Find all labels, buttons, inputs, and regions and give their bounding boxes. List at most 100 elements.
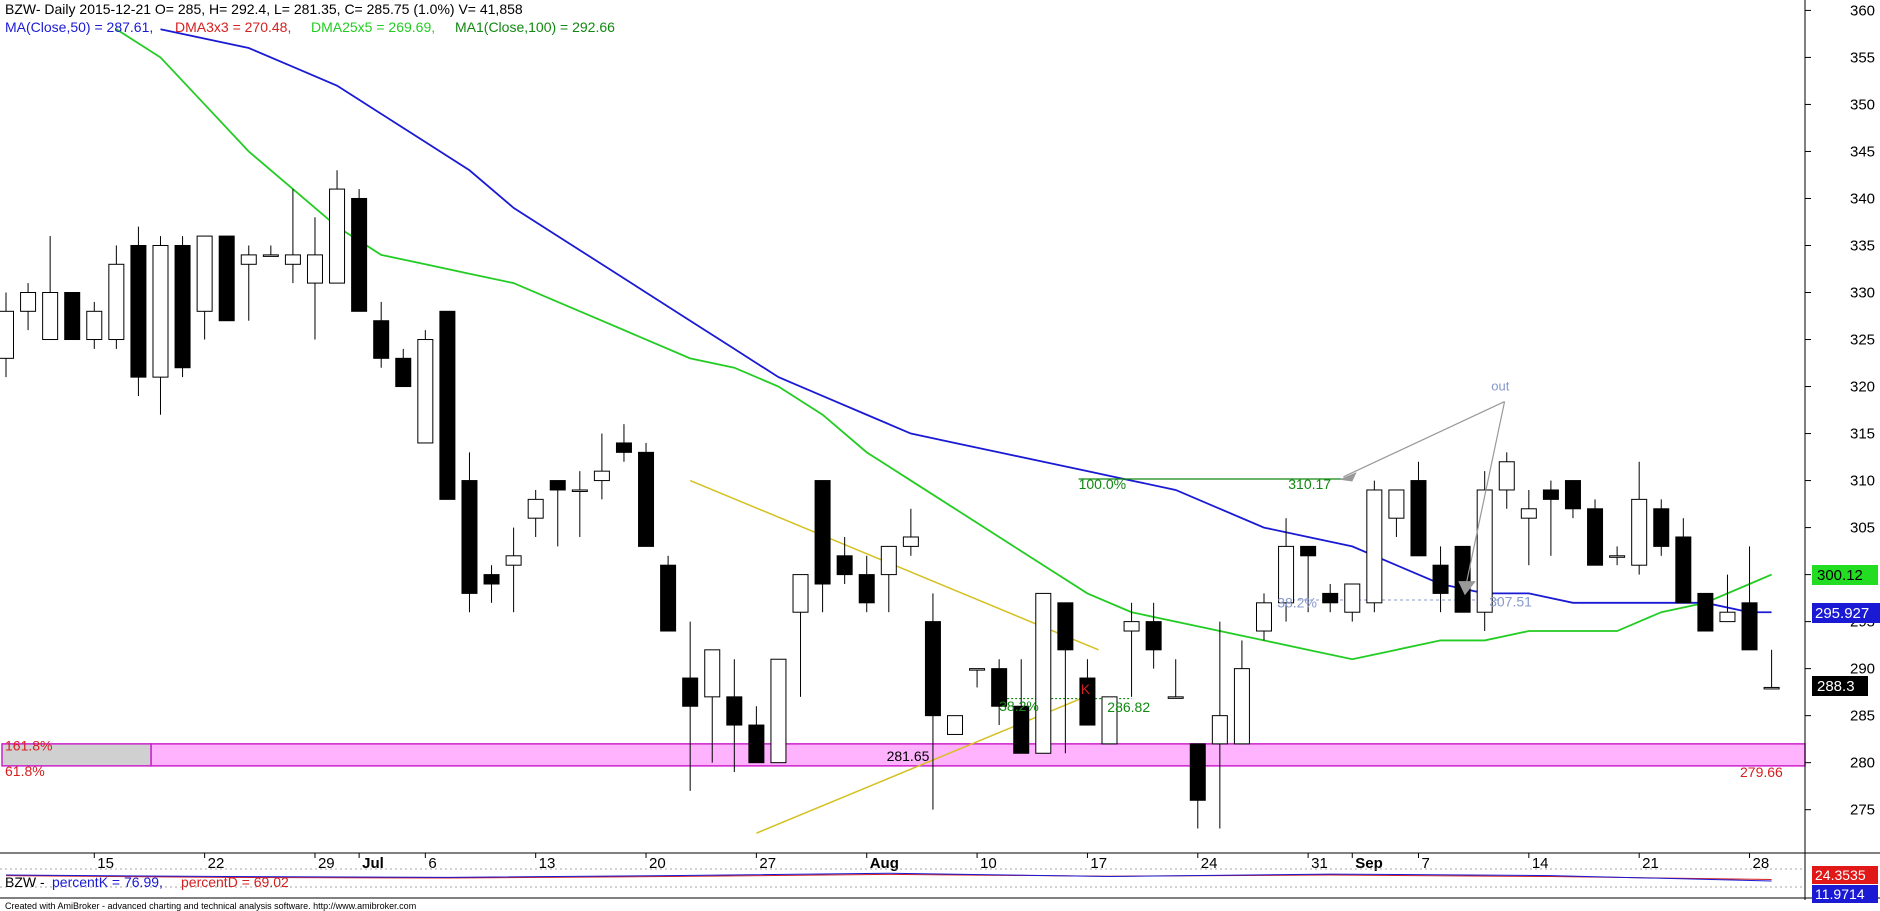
- candle-body: [130, 244, 147, 378]
- x-tick-label: 24: [1201, 855, 1218, 872]
- y-tick-label: 350: [1850, 96, 1875, 113]
- annotation-layer: 100.0% 310.17 38.2% 307.51 38.2% 286.82 K 281.6…: [887, 378, 1533, 763]
- fib-618-label: 61.8%: [5, 763, 45, 779]
- x-tick-label: 10: [980, 855, 997, 872]
- candle-body: [571, 489, 588, 492]
- candle-body: [1322, 592, 1339, 604]
- candle-body: [20, 292, 37, 312]
- fib-382-low-label: 38.2%: [999, 698, 1039, 714]
- candle-body: [1741, 602, 1758, 651]
- candle-body: [726, 696, 743, 726]
- support-trendline: [756, 696, 1086, 834]
- x-tick-label: 21: [1642, 855, 1659, 872]
- candle-body: [1255, 602, 1272, 632]
- candle-body: [1542, 489, 1559, 500]
- oscillator-top-tag-bg: [1812, 866, 1878, 884]
- y-tick-label: 355: [1850, 49, 1875, 66]
- moving-average-layer: [115, 28, 1772, 661]
- candle-body: [108, 263, 125, 341]
- y-tick-label: 310: [1850, 473, 1875, 490]
- candle-body: [1719, 611, 1736, 623]
- candle-body: [505, 555, 522, 566]
- candle-body: [1520, 508, 1537, 519]
- candle-body: [947, 715, 964, 735]
- candle-body: [1300, 545, 1317, 557]
- candle-body: [351, 197, 368, 312]
- candle-body: [306, 254, 323, 284]
- candle-body: [152, 244, 169, 378]
- level-281-label: 281.65: [887, 748, 930, 764]
- candle-body: [1013, 705, 1030, 754]
- candle-body: [1057, 602, 1074, 651]
- fib-extension-box: [1, 743, 152, 767]
- candle-body: [924, 621, 941, 717]
- ma100-legend: MA1(Close,100) = 292.66: [455, 19, 615, 35]
- percentk-legend: percentK = 76.99,: [52, 874, 163, 890]
- k-marker-label: K: [1081, 681, 1091, 697]
- footer-credit: Created with AmiBroker - advanced charti…: [5, 901, 416, 911]
- level-310-label: 310.17: [1288, 476, 1331, 492]
- close-price-tag: 288.3: [1817, 678, 1855, 695]
- out-arrow-left-line: [1343, 401, 1505, 478]
- candle-body: [1498, 461, 1515, 491]
- level-286-label: 286.82: [1107, 699, 1150, 715]
- ma50-legend: MA(Close,50) = 287.61,: [5, 19, 153, 35]
- candle-body: [329, 188, 346, 284]
- candle-body: [593, 470, 610, 482]
- level-279-label: 279.66: [1740, 764, 1783, 780]
- candle-body: [1366, 489, 1383, 604]
- ma50-price-tag: 295.927: [1815, 605, 1869, 622]
- candle-body: [858, 574, 875, 604]
- candle-body: [1454, 545, 1471, 613]
- dma25-legend: DMA25x5 = 269.69,: [311, 19, 435, 35]
- x-tick-label: 7: [1421, 855, 1429, 872]
- x-tick-label: Jul: [362, 855, 384, 872]
- candle-body: [748, 724, 765, 764]
- candle-body: [1189, 743, 1206, 801]
- support-zone: [150, 743, 1806, 767]
- candle-body: [615, 442, 632, 453]
- candle-body: [1233, 668, 1250, 745]
- main-pane: [0, 0, 1808, 852]
- candle-body: [262, 254, 279, 257]
- level-307-label: 307.51: [1489, 594, 1532, 610]
- x-tick-label: 27: [759, 855, 776, 872]
- y-tick-label: 335: [1850, 237, 1875, 254]
- candle-body: [814, 480, 831, 585]
- ma25-price-tag: 300.12: [1817, 567, 1863, 584]
- chart-title: BZW- Daily 2015-12-21 O= 285, H= 292.4, …: [5, 1, 523, 17]
- candle-body: [1697, 592, 1714, 632]
- y-tick-label: 340: [1850, 190, 1875, 207]
- x-tick-label: Sep: [1355, 855, 1383, 872]
- candle-body: [880, 545, 897, 576]
- percentd-legend: percentD = 69.02: [181, 874, 289, 890]
- candle-body: [284, 254, 301, 265]
- candle-body: [969, 668, 986, 671]
- y-tick-label: 360: [1850, 2, 1875, 19]
- candle-body: [1211, 715, 1228, 745]
- oscillator-bottom-tag: 11.9714: [1815, 886, 1865, 902]
- candle-body: [439, 310, 456, 500]
- candle-body: [240, 254, 257, 265]
- candle-body: [1631, 498, 1648, 566]
- y-tick-label: 315: [1850, 426, 1875, 443]
- out-label: out: [1491, 378, 1509, 393]
- out-arrow-left-head: [1339, 472, 1357, 482]
- fib-382-top-label: 38.2%: [1277, 595, 1317, 611]
- fib-100-label: 100.0%: [1079, 476, 1126, 492]
- x-axis-ticks: 15 22 29 Jul 6 13 20 27 Aug 10 17 24 31 Sep 7 14 21 28: [93, 853, 1769, 872]
- candle-body: [483, 574, 500, 585]
- candle-body: [1763, 686, 1780, 690]
- candle-body: [1388, 489, 1405, 519]
- candle-body: [196, 235, 213, 312]
- oscillator-pane: [0, 868, 1805, 888]
- x-tick-label: 17: [1090, 855, 1107, 872]
- candle-body: [836, 555, 853, 576]
- percentd-line: [5, 873, 1772, 880]
- out-arrow-down-line: [1464, 401, 1506, 591]
- candle-body: [549, 480, 566, 491]
- candle-body: [461, 480, 478, 594]
- y-tick-label: 330: [1850, 285, 1875, 302]
- candle-body: [1167, 696, 1184, 699]
